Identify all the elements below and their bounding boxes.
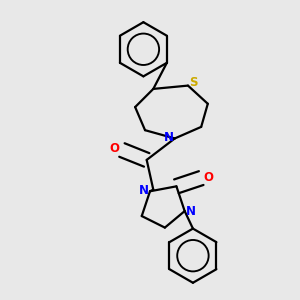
Text: S: S — [189, 76, 197, 89]
Text: N: N — [186, 205, 196, 218]
Text: O: O — [110, 142, 120, 155]
Text: O: O — [203, 171, 214, 184]
Text: N: N — [164, 131, 174, 144]
Text: N: N — [139, 184, 149, 197]
